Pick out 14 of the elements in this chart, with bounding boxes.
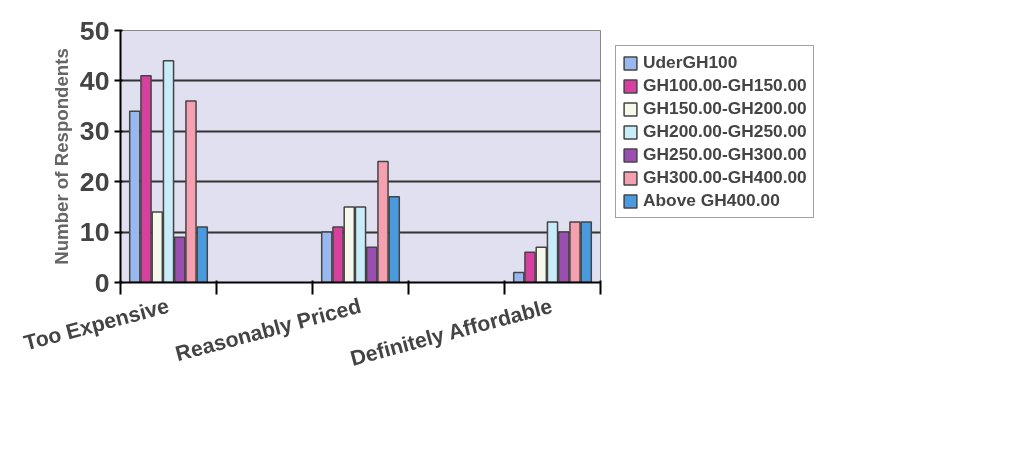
legend-label: GH100.00-GH150.00 xyxy=(643,75,807,96)
legend-label: Above GH400.00 xyxy=(643,190,780,211)
legend-label: GH200.00-GH250.00 xyxy=(643,121,807,142)
y-tick-label: 10 xyxy=(79,217,110,248)
legend-label: UderGH100 xyxy=(643,52,738,73)
y-axis-title: Number of Respondents xyxy=(50,48,72,265)
y-tick-label: 40 xyxy=(79,65,110,96)
y-tick-label: 0 xyxy=(94,267,110,298)
legend-label: GH250.00-GH300.00 xyxy=(643,144,807,165)
y-tick-label: 20 xyxy=(79,166,110,197)
legend-label: GH150.00-GH200.00 xyxy=(643,98,807,119)
y-tick-label: 30 xyxy=(79,116,110,147)
legend-label: GH300.00-GH400.00 xyxy=(643,167,807,188)
y-tick-label: 50 xyxy=(79,15,110,46)
